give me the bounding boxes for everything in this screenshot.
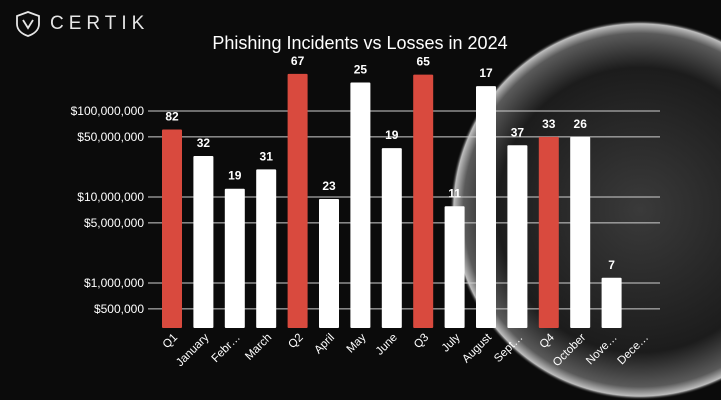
y-tick-label: $100,000,000	[71, 104, 145, 118]
x-category-label: August	[460, 331, 494, 365]
x-category-label: Nove…	[584, 332, 620, 368]
x-category-label: Q3	[412, 332, 431, 351]
certik-shield-icon	[16, 11, 40, 37]
x-category-label: May	[345, 331, 369, 355]
incident-count-label: 17	[479, 66, 493, 80]
bar	[570, 136, 591, 328]
incident-count-label: 7	[608, 258, 615, 272]
bar	[287, 73, 308, 328]
incident-count-label: 31	[260, 149, 274, 163]
x-category-label: Sept…	[492, 332, 525, 365]
incident-count-label: 37	[511, 125, 525, 139]
bar	[413, 74, 434, 328]
incident-count-label: 67	[291, 54, 305, 68]
x-category-label: March	[243, 332, 274, 363]
bar	[476, 86, 496, 329]
x-category-label: Q2	[286, 332, 305, 351]
x-category-label: April	[312, 332, 337, 357]
incident-count-label: 25	[354, 62, 368, 76]
logo-wordmark: CERTIK	[50, 13, 150, 34]
bar	[319, 198, 339, 328]
x-category-label: Q4	[538, 331, 558, 351]
x-category-label: Febr…	[210, 332, 243, 365]
bar	[256, 169, 277, 328]
incident-count-label: 26	[574, 117, 588, 131]
bar	[224, 188, 245, 328]
incident-count-label: 32	[197, 136, 211, 150]
y-tick-label: $10,000,000	[77, 190, 144, 204]
incident-count-label: 82	[165, 109, 179, 123]
incident-count-label: 19	[228, 169, 242, 183]
bar	[507, 145, 528, 328]
certik-logo: CERTIK	[14, 10, 149, 38]
bar	[538, 136, 559, 328]
x-category-label: Q1	[161, 332, 180, 351]
bar	[162, 129, 182, 328]
x-category-label: June	[374, 332, 400, 358]
incident-count-label: 11	[448, 186, 461, 200]
x-category-label: January	[174, 331, 212, 369]
bar	[444, 206, 465, 328]
bar	[350, 82, 371, 328]
x-category-label: October	[551, 332, 589, 370]
y-tick-label: $1,000,000	[84, 276, 144, 290]
bar	[601, 277, 622, 328]
chart-title: Phishing Incidents vs Losses in 2024	[212, 33, 507, 53]
bar	[193, 156, 214, 328]
incident-count-label: 19	[385, 128, 399, 142]
x-category-label: Dece…	[616, 332, 652, 368]
incident-count-label: 33	[542, 117, 556, 131]
incident-count-label: 65	[417, 55, 431, 69]
y-tick-label: $50,000,000	[77, 130, 144, 144]
y-tick-label: $5,000,000	[84, 216, 144, 230]
x-category-label: July	[440, 331, 463, 354]
bar	[381, 148, 402, 328]
incident-count-label: 23	[322, 179, 336, 193]
y-tick-label: $500,000	[94, 302, 144, 316]
